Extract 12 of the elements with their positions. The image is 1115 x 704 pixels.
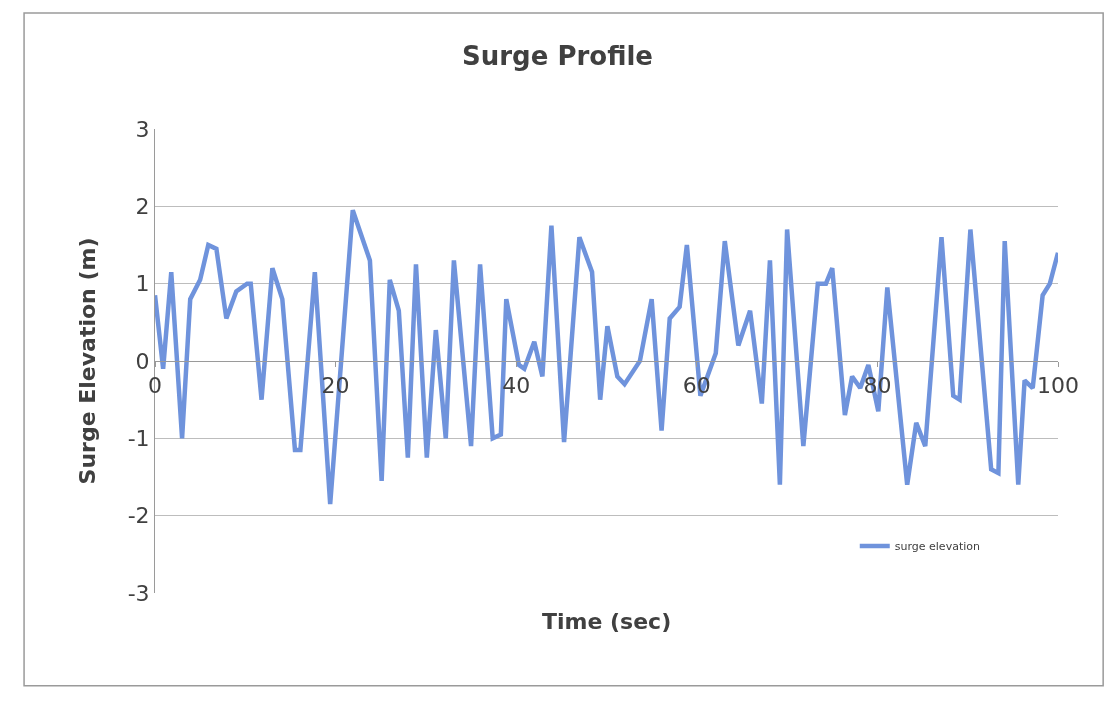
y-tick-label: -2: [127, 503, 150, 529]
x-axis-title: Time (sec): [542, 609, 672, 634]
y-tick-label: -3: [127, 580, 150, 606]
y-tick-label: 2: [135, 194, 150, 220]
chart-title: Surge Profile: [462, 41, 653, 72]
y-tick-label: 0: [135, 348, 150, 374]
y-tick-label: 1: [135, 271, 150, 297]
legend-label: surge elevation: [894, 540, 980, 554]
x-tick-label: 100: [1037, 373, 1079, 399]
y-axis-title: Surge Elevation (m): [75, 237, 101, 485]
y-tick-label: 3: [135, 116, 150, 142]
y-tick-label: -1: [127, 426, 150, 452]
